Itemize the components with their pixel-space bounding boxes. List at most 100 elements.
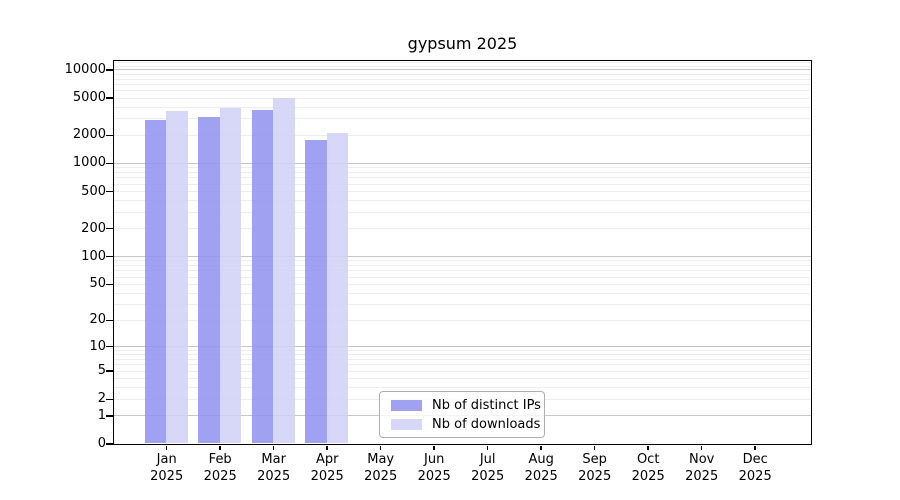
gridline: [113, 378, 811, 380]
y-tick-label: 5000: [72, 90, 106, 106]
x-tick-mark: [593, 445, 596, 450]
x-tick-mark: [486, 445, 489, 450]
x-tick-label: Sep 2025: [578, 452, 612, 484]
y-tick-mark: [106, 162, 113, 165]
legend-item-distinct-ips: Nb of distinct IPs: [380, 397, 544, 413]
x-tick-label: Dec 2025: [738, 452, 772, 484]
gridline: [113, 359, 811, 361]
gridline: [113, 228, 811, 230]
plot-area: [112, 59, 812, 445]
x-tick-mark: [700, 445, 703, 450]
x-tick-mark: [326, 445, 328, 450]
gridline: [113, 292, 811, 294]
x-tick-label: Apr 2025: [310, 452, 344, 484]
gridline: [113, 276, 811, 278]
gridline: [113, 183, 811, 185]
bar-mar-downloads: [273, 97, 295, 444]
gridline: [113, 319, 811, 321]
bar-feb-distinct-ips: [198, 116, 220, 444]
gridline: [113, 118, 811, 120]
chart-title: gypsum 2025: [407, 34, 518, 53]
y-tick-label: 500: [81, 183, 106, 199]
gridline: [113, 78, 811, 80]
y-tick-mark: [106, 283, 113, 286]
bar-apr-distinct-ips: [305, 140, 327, 444]
gridline: [113, 260, 811, 262]
y-tick-label: 1000: [72, 155, 106, 171]
gridline: [113, 191, 811, 193]
y-tick-mark: [106, 415, 113, 417]
x-tick-label: Jun 2025: [417, 452, 451, 484]
gridline: [113, 283, 811, 285]
y-tick-label: 10000: [64, 61, 106, 77]
gridline: [113, 304, 811, 306]
bar-feb-downloads: [219, 108, 242, 444]
gridline: [113, 167, 811, 169]
x-tick-mark: [272, 445, 275, 450]
y-tick-mark: [106, 190, 113, 193]
gridline: [113, 90, 811, 92]
y-tick-label: 5: [97, 363, 106, 379]
y-tick-mark: [106, 97, 113, 99]
legend-label-distinct-ips: Nb of distinct IPs: [432, 397, 541, 413]
gridline: [113, 62, 811, 64]
gridline: [113, 350, 811, 351]
x-tick-mark: [540, 445, 542, 450]
y-tick-mark: [106, 370, 113, 372]
x-tick-mark: [433, 445, 435, 450]
gridline: [113, 69, 811, 71]
gridline: [113, 354, 811, 356]
y-tick-label: 1: [97, 407, 106, 423]
x-tick-mark: [219, 445, 221, 450]
gridline: [113, 97, 811, 99]
bar-jan-distinct-ips: [144, 120, 167, 444]
bar-mar-distinct-ips: [251, 110, 274, 444]
y-tick-label: 0: [97, 436, 106, 451]
gridline: [113, 370, 811, 372]
legend: Nb of distinct IPs Nb of downloads: [379, 391, 545, 438]
y-tick-label: 20: [89, 312, 106, 328]
downloads-swatch-icon: [391, 418, 422, 430]
bar-layer: [114, 61, 811, 444]
x-tick-label: May 2025: [364, 452, 398, 484]
gridline: [113, 172, 811, 173]
y-tick-mark: [106, 345, 113, 348]
x-tick-label: Aug 2025: [524, 452, 558, 484]
y-tick-mark: [106, 134, 113, 137]
y-tick-mark: [106, 319, 113, 322]
legend-item-downloads: Nb of downloads: [380, 416, 544, 432]
gridline: [113, 73, 811, 75]
x-tick-mark: [754, 445, 756, 450]
gridline: [113, 364, 811, 366]
gridline: [113, 106, 811, 108]
grid-layer: [113, 61, 811, 444]
gridline: [113, 83, 811, 85]
x-tick-label: Nov 2025: [685, 452, 719, 484]
y-tick-label: 50: [89, 276, 106, 292]
gridline: [113, 211, 811, 213]
gridline: [113, 256, 811, 258]
gridline: [113, 265, 811, 267]
y-tick-label: 200: [81, 220, 106, 236]
x-tick-label: Jul 2025: [471, 452, 505, 484]
y-tick-mark: [106, 443, 113, 445]
gridline: [113, 65, 811, 67]
x-tick-label: Feb 2025: [203, 452, 237, 484]
y-tick-mark: [106, 227, 113, 230]
y-tick-mark: [106, 398, 113, 401]
bar-jan-downloads: [166, 110, 188, 444]
x-tick-mark: [647, 445, 649, 450]
bar-apr-downloads: [326, 133, 349, 444]
x-tick-label: Oct 2025: [631, 452, 665, 484]
distinct-ips-swatch-icon: [391, 399, 422, 411]
gridline: [113, 200, 811, 202]
y-tick-mark: [106, 69, 113, 71]
x-tick-label: Mar 2025: [257, 452, 291, 484]
gridline: [113, 134, 811, 136]
gridline: [113, 270, 811, 272]
y-tick-mark: [106, 255, 113, 258]
gridline: [113, 346, 811, 348]
gridline: [113, 162, 811, 164]
y-tick-label: 2: [97, 391, 106, 407]
